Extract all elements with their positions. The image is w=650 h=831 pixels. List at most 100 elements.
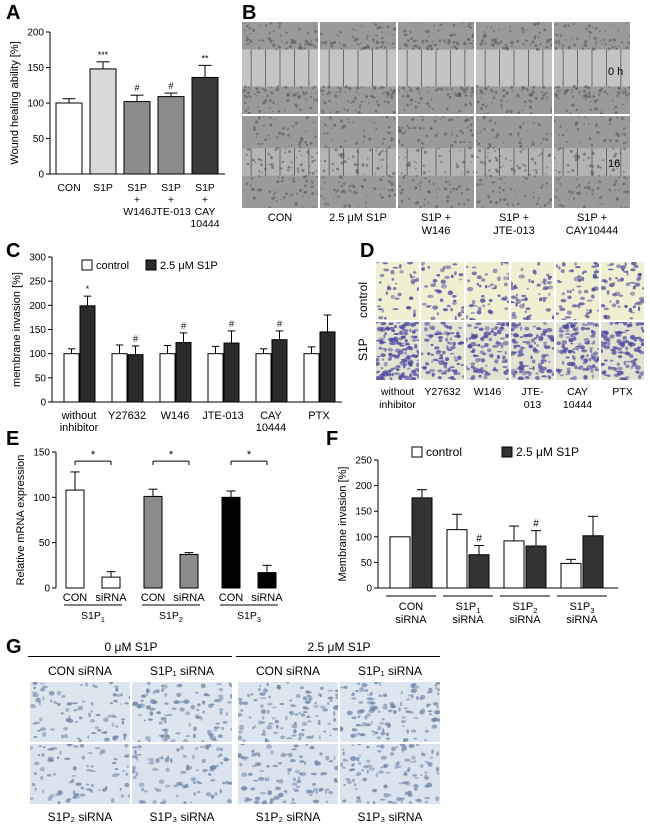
group-line-25uM bbox=[236, 656, 440, 657]
wound-image-16h-2 bbox=[398, 116, 474, 208]
group-line-0uM bbox=[28, 656, 232, 657]
chart-c-ytick-label-0: 0 bbox=[40, 398, 46, 409]
invasion-image-s1p-3 bbox=[511, 322, 554, 380]
chart-a: 0 50 100 150 200 Wound healing ability [%] CON… bbox=[9, 28, 225, 230]
invasion-image-s1p-0 bbox=[376, 322, 419, 380]
chart-e-barlabel-5: siRNA bbox=[251, 592, 283, 604]
panel-label-b: B bbox=[242, 2, 257, 24]
chart-a-xlabel-0: CON bbox=[57, 182, 80, 194]
invasion-image-control-3 bbox=[511, 262, 554, 320]
chart-f-ytick-label-0: 0 bbox=[366, 584, 372, 595]
chart-a-bar-3 bbox=[157, 96, 185, 175]
chart-e-group-label-0: S1P1 bbox=[81, 610, 105, 624]
sirna-bottom-label-3: S1P₃ siRNA bbox=[357, 810, 423, 824]
invasion-image-s1p-5 bbox=[601, 322, 644, 380]
chart-a-annot-4: ** bbox=[201, 53, 209, 63]
chart-a-ylabel: Wound healing ability [%] bbox=[9, 41, 21, 164]
chart-c-annot-0: * bbox=[86, 284, 90, 294]
chart-e-bar-5 bbox=[257, 572, 277, 589]
chart-c-ytick-label-2: 100 bbox=[29, 349, 46, 360]
sirna-image-top-3 bbox=[340, 682, 440, 742]
chart-e-bar-2 bbox=[143, 495, 163, 589]
chart-f-ylabel: Membrane invasion [%] bbox=[337, 467, 349, 582]
chart-a-xlabel-2: S1P + W146 bbox=[123, 182, 151, 218]
chart-c-xlabel-2: W146 bbox=[161, 410, 190, 422]
chart-f-ytick-label-5: 250 bbox=[355, 456, 372, 467]
chart-f: 0 50 100 150 200 250 Membrane invasion [%] cont… bbox=[337, 445, 618, 626]
chart-e: 0 50 100 150 Relative mRNA expression CON siRN… bbox=[15, 448, 283, 625]
invasion-image-control-1 bbox=[421, 262, 464, 320]
invasion-column-label-5: PTX bbox=[612, 386, 633, 398]
row-label-s1p: S1P bbox=[356, 338, 370, 361]
chart-c-bar-control-5 bbox=[303, 353, 320, 403]
wound-image-0h-3 bbox=[476, 22, 552, 114]
chart-f-ytick-label-3: 150 bbox=[355, 507, 372, 518]
chart-e-bar-0 bbox=[65, 489, 85, 589]
chart-c-bar-control-0 bbox=[63, 353, 80, 403]
wound-image-16h-0 bbox=[242, 116, 318, 208]
chart-e-ytick-label-0: 0 bbox=[44, 584, 50, 595]
panel-label-g: G bbox=[6, 636, 22, 658]
chart-c-xlabel-3: JTE-013 bbox=[202, 410, 244, 422]
sirna-bottom-label-1: S1P₃ siRNA bbox=[149, 810, 215, 824]
chart-c-ylabel: membrane invasion [%] bbox=[11, 272, 23, 387]
chart-f-bar-s1p-2 bbox=[525, 545, 547, 589]
chart-c-bar-control-4 bbox=[255, 353, 272, 403]
wound-column-label-1: 2.5 μM S1P bbox=[329, 212, 387, 224]
chart-e-bar-4 bbox=[221, 496, 241, 589]
chart-c-xlabel-5: PTX bbox=[308, 410, 330, 422]
chart-e-barlabel-3: siRNA bbox=[173, 592, 205, 604]
chart-c-legend-swatch-0 bbox=[81, 259, 93, 271]
chart-e-barlabel-0: CON bbox=[63, 592, 88, 604]
chart-f-ytick-label-4: 200 bbox=[355, 481, 372, 492]
chart-c-xlabel-1: Y27632 bbox=[108, 410, 146, 422]
invasion-image-control-5 bbox=[601, 262, 644, 320]
chart-f-annot-2: # bbox=[533, 519, 539, 530]
chart-c-annot-2: # bbox=[181, 321, 186, 331]
chart-e-group-label-2: S1P3 bbox=[237, 610, 261, 624]
invasion-column-label-4: CAY 10444 bbox=[562, 386, 593, 411]
chart-f-xlabel-0: CON bbox=[399, 601, 424, 613]
wound-column-label-4: S1P + CAY10444 bbox=[565, 212, 619, 237]
chart-f-legend-swatch-0 bbox=[411, 446, 423, 458]
sirna-image-bottom-3 bbox=[340, 744, 440, 804]
time-label-16: 16 bbox=[608, 158, 621, 170]
sirna-top-label-0: CON siRNA bbox=[47, 664, 112, 678]
chart-a-ytick-label-0: 0 bbox=[38, 170, 44, 181]
sirna-top-label-2: CON siRNA bbox=[255, 664, 320, 678]
chart-f-bar-control-0 bbox=[389, 536, 411, 589]
sirna-top-label-1: S1P₁ siRNA bbox=[149, 664, 215, 678]
chart-f-legend-swatch-1 bbox=[501, 446, 513, 458]
invasion-column-label-3: JTE- 013 bbox=[521, 386, 544, 411]
chart-e-ylabel: Relative mRNA expression bbox=[15, 455, 27, 586]
sirna-image-bottom-0 bbox=[30, 744, 130, 804]
chart-e-sig-1: * bbox=[169, 449, 174, 461]
time-label-0h: 0 h bbox=[608, 66, 624, 78]
chart-f-annot-1: # bbox=[476, 534, 482, 545]
chart-c-legend-label-1: 2.5 μM S1P bbox=[160, 260, 218, 272]
chart-f-xlabel2-0: siRNA bbox=[395, 614, 427, 626]
chart-f-bar-control-1 bbox=[446, 529, 468, 589]
sirna-bottom-label-2: S1P₂ siRNA bbox=[255, 810, 321, 824]
chart-c-bar-control-3 bbox=[207, 353, 224, 403]
wound-image-16h-1 bbox=[320, 116, 396, 208]
chart-c-ytick-label-3: 150 bbox=[29, 325, 46, 336]
sirna-image-top-1 bbox=[132, 682, 232, 742]
chart-e-bar-1 bbox=[101, 576, 121, 589]
chart-e-barlabel-1: siRNA bbox=[95, 592, 127, 604]
chart-a-bar-4 bbox=[191, 76, 219, 175]
chart-c-ytick-label-1: 50 bbox=[35, 373, 47, 384]
chart-f-bar-control-2 bbox=[503, 540, 525, 589]
wound-image-0h-0 bbox=[242, 22, 318, 114]
chart-f-xlabel-1: S1P1 bbox=[455, 601, 480, 615]
wound-image-16h-4 bbox=[554, 116, 630, 208]
group-label-0uM: 0 μM S1P bbox=[104, 640, 158, 654]
chart-f-legend-label-0: control bbox=[426, 445, 462, 459]
chart-a-bar-1 bbox=[89, 68, 117, 175]
chart-c-bar-s1p-1 bbox=[127, 354, 144, 403]
invasion-image-s1p-2 bbox=[466, 322, 509, 380]
chart-c-bar-s1p-0 bbox=[79, 305, 96, 403]
chart-e-barlabel-4: CON bbox=[219, 592, 244, 604]
chart-c-legend-swatch-1 bbox=[145, 259, 157, 271]
chart-a-annot-2: # bbox=[134, 83, 139, 93]
